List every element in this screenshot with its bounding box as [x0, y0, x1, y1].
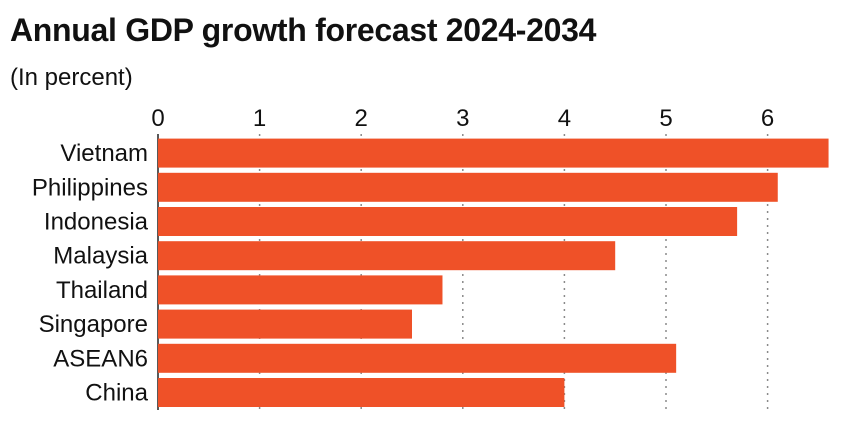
- x-tick-label-1: 1: [253, 105, 266, 132]
- bars: [158, 138, 829, 407]
- category-label-china: China: [85, 380, 148, 407]
- x-tick-label-0: 0: [151, 105, 164, 132]
- bar-singapore: [158, 309, 412, 339]
- category-label-thailand: Thailand: [56, 277, 148, 304]
- bar-asean6: [158, 343, 677, 373]
- category-label-asean6: ASEAN6: [53, 345, 148, 372]
- bar-malaysia: [158, 241, 616, 271]
- x-tick-label-2: 2: [355, 105, 368, 132]
- x-tick-label-6: 6: [761, 105, 774, 132]
- bar-philippines: [158, 172, 778, 202]
- category-label-singapore: Singapore: [39, 311, 148, 338]
- category-labels: Vietnam Philippines Indonesia Malaysia Thail…: [32, 140, 149, 406]
- bar-vietnam: [158, 138, 829, 168]
- bar-thailand: [158, 275, 443, 305]
- x-tick-label-4: 4: [558, 105, 571, 132]
- category-label-philippines: Philippines: [32, 174, 148, 201]
- x-tick-label-3: 3: [456, 105, 469, 132]
- category-label-indonesia: Indonesia: [44, 209, 149, 236]
- chart-title: Annual GDP growth forecast 2024-2034: [10, 12, 597, 48]
- category-label-malaysia: Malaysia: [53, 243, 148, 270]
- category-label-vietnam: Vietnam: [60, 140, 148, 167]
- x-axis-ticks: 0 1 2 3 4 5 6: [151, 105, 774, 132]
- x-tick-label-5: 5: [659, 105, 672, 132]
- chart-subtitle: (In percent): [10, 64, 133, 91]
- bar-china: [158, 378, 565, 407]
- bar-indonesia: [158, 207, 738, 236]
